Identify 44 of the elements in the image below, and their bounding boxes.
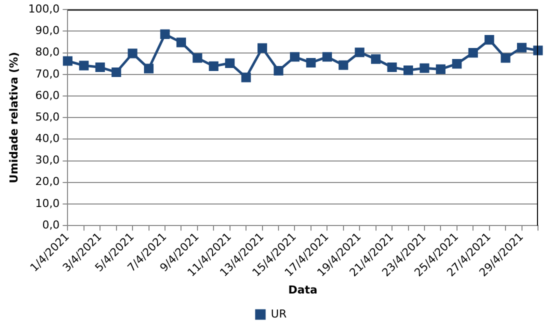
point: [79, 60, 89, 70]
y-tick-label: 30,0: [35, 154, 60, 167]
point: [403, 66, 414, 76]
point: [436, 64, 446, 74]
y-tick-label: 100,0: [28, 2, 60, 16]
x-axis-title: Data: [288, 283, 318, 296]
point: [452, 59, 462, 69]
point: [468, 48, 478, 58]
point: [160, 29, 170, 40]
point: [354, 48, 364, 58]
y-tick-label: 60,0: [35, 88, 60, 102]
point: [371, 54, 381, 64]
point: [500, 53, 510, 63]
point: [484, 35, 494, 45]
point: [62, 56, 72, 66]
point: [306, 58, 316, 68]
y-axis-title: Umidade relativa (%): [7, 52, 20, 184]
y-tick-label: 10,0: [35, 196, 60, 210]
point: [112, 67, 122, 78]
point: [241, 72, 251, 82]
y-tick-label: 0,0: [42, 218, 60, 232]
point: [274, 66, 284, 76]
point: [225, 58, 235, 68]
y-tick-label: 50,0: [35, 110, 60, 124]
point: [322, 52, 332, 62]
point: [290, 52, 300, 62]
y-tick-label: 20,0: [35, 175, 60, 188]
point: [192, 53, 202, 63]
y-tick-label: 40,0: [35, 132, 60, 146]
point: [258, 43, 268, 53]
legend-label: UR: [270, 307, 287, 320]
point: [533, 46, 543, 56]
y-tick-label: 80,0: [35, 46, 60, 59]
point: [420, 63, 430, 73]
y-tick-label: 90,0: [35, 24, 60, 38]
point: [176, 38, 186, 48]
point: [338, 60, 348, 70]
point: [95, 62, 105, 72]
y-tick-label: 70,0: [35, 67, 60, 80]
point: [128, 48, 138, 58]
point: [144, 64, 154, 74]
point: [387, 62, 397, 72]
point: [516, 42, 527, 52]
point: [208, 61, 218, 71]
